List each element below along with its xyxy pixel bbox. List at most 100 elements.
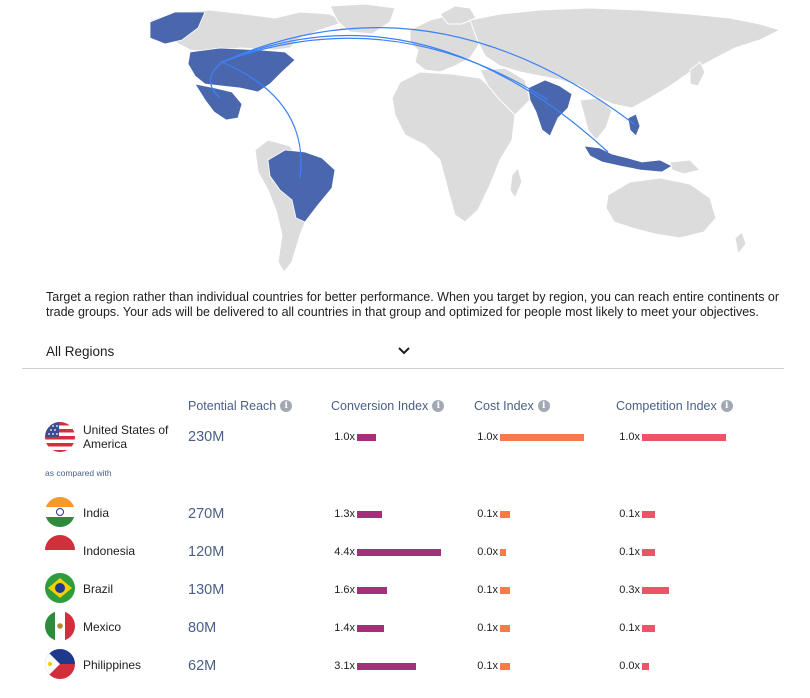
arc-us-brazil [221,61,302,179]
cost-index-metric: 0.1x [474,660,510,672]
cost-index-label: 0.1x [477,622,498,634]
conversion-index-bar [357,548,441,556]
competition-index-label: 0.0x [619,660,640,672]
region-description: Target a region rather than individual c… [46,290,780,319]
arc-us-mexico [209,61,223,99]
competition-index-bar [642,624,655,632]
conversion-index-label: 3.1x [334,660,355,672]
cost-index-label: 0.1x [477,508,498,520]
compared-with-label: as compared with [45,468,112,478]
philippines-flag-icon [45,649,75,679]
competition-index-bar [642,662,649,670]
brazil-shape[interactable] [267,149,336,223]
conversion-index-metric: 3.1x [331,660,416,672]
cost-index-bar [500,586,510,594]
header-conversion-index: Conversion Index i [331,399,445,413]
conversion-index-metric: 1.0x [331,431,376,443]
competition-index-metric: 0.3x [616,584,669,596]
usa-alaska-shape[interactable] [149,11,206,45]
country-name: Brazil [83,582,114,596]
cost-index-label: 0.1x [477,584,498,596]
competition-index-metric: 0.1x [616,508,655,520]
conversion-index-bar [357,433,376,441]
cost-index-metric: 1.0x [474,431,584,443]
potential-reach-value: 120M [188,544,225,560]
potential-reach-value: 230M [188,429,225,445]
potential-reach-value: 80M [188,620,217,636]
cost-index-bar [500,510,510,518]
conversion-index-label: 4.4x [334,546,355,558]
competition-index-metric: 0.0x [616,660,649,672]
header-cost-index-label: Cost Index [474,399,534,413]
cost-index-metric: 0.1x [474,508,510,520]
india-shape[interactable] [527,79,573,137]
header-competition-index-label: Competition Index [616,399,717,413]
arc-us-india [221,37,549,101]
conversion-index-label: 1.4x [334,622,355,634]
info-icon[interactable]: i [537,400,550,412]
arc-us-philippines [221,27,635,125]
conversion-index-metric: 1.3x [331,508,382,520]
competition-index-label: 0.1x [619,622,640,634]
se-asia-land [579,97,613,141]
country-name: India [83,506,110,520]
country-name: Mexico [83,620,122,634]
philippines-shape[interactable] [627,113,641,137]
conversion-index-label: 1.6x [334,584,355,596]
usa-shape[interactable] [187,47,296,93]
info-icon[interactable]: i [720,400,733,412]
cost-index-label: 0.1x [477,660,498,672]
info-icon[interactable]: i [280,400,293,412]
region-dropdown[interactable]: All Regions [46,340,416,364]
cost-index-label: 0.0x [477,546,498,558]
brazil-flag-icon [45,573,75,603]
connection-arcs [209,27,635,179]
header-competition-index: Competition Index i [616,399,733,413]
conversion-index-bar [357,662,416,670]
world-map [149,3,782,273]
indonesia-shape[interactable] [583,145,673,173]
arc-us-indonesia [221,34,609,153]
potential-reach-value: 62M [188,658,217,674]
africa-land [391,71,516,223]
papua-land [669,159,701,175]
conversion-index-bar [357,624,384,632]
potential-reach-value: 130M [188,582,225,598]
region-dropdown-value: All Regions [46,344,115,359]
competition-index-bar [642,586,669,594]
middle-east-land [479,67,531,116]
competition-index-bar [642,433,726,441]
cost-index-bar [500,548,506,556]
new-zealand-land [734,231,747,256]
header-potential-reach-label: Potential Reach [188,399,277,413]
cost-index-metric: 0.1x [474,622,510,634]
competition-index-label: 0.3x [619,584,640,596]
chevron-down-icon[interactable] [396,344,412,358]
cost-index-metric: 0.1x [474,584,510,596]
cost-index-metric: 0.0x [474,546,506,558]
header-conversion-index-label: Conversion Index [331,399,429,413]
scandinavia-land [439,5,477,25]
country-name: Philippines [83,658,142,672]
competition-index-metric: 1.0x [616,431,726,443]
conversion-index-metric: 1.6x [331,584,387,596]
cost-index-bar [500,433,584,441]
competition-index-label: 0.1x [619,508,640,520]
cost-index-bar [500,624,510,632]
mexico-shape[interactable] [194,83,243,121]
conversion-index-bar [357,586,387,594]
competition-index-label: 1.0x [619,431,640,443]
competition-index-metric: 0.1x [616,622,655,634]
divider [22,368,784,369]
competition-index-bar [642,548,655,556]
conversion-index-metric: 4.4x [331,546,441,558]
header-cost-index: Cost Index i [474,399,550,413]
us-flag-icon [45,422,75,452]
cost-index-label: 1.0x [477,431,498,443]
country-name: Indonesia [83,544,136,558]
info-icon[interactable]: i [432,400,445,412]
indonesia-flag-icon [45,535,75,565]
australia-land [605,177,717,239]
india-flag-icon [45,497,75,527]
competition-index-label: 0.1x [619,546,640,558]
